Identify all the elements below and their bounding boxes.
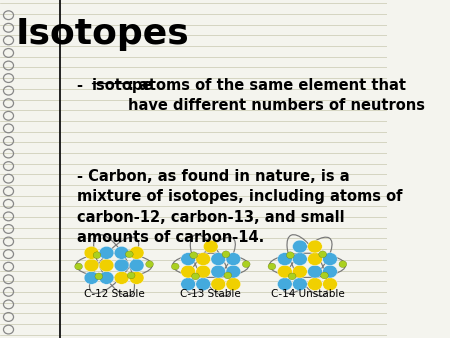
Circle shape xyxy=(278,278,292,291)
Circle shape xyxy=(203,240,218,253)
Circle shape xyxy=(278,252,292,265)
Text: Isotopes: Isotopes xyxy=(15,17,189,51)
Text: isotope: isotope xyxy=(92,78,153,93)
Circle shape xyxy=(196,252,211,265)
Circle shape xyxy=(278,265,292,278)
Circle shape xyxy=(319,251,327,258)
Circle shape xyxy=(323,252,338,265)
Circle shape xyxy=(129,246,144,259)
Circle shape xyxy=(84,259,99,272)
Circle shape xyxy=(211,265,225,278)
Circle shape xyxy=(308,240,322,253)
Circle shape xyxy=(181,278,195,291)
Circle shape xyxy=(84,246,99,259)
Circle shape xyxy=(211,278,225,291)
Circle shape xyxy=(292,252,307,265)
Circle shape xyxy=(339,261,347,268)
Text: - Carbon, as found in nature, is a
mixture of isotopes, including atoms of
carbo: - Carbon, as found in nature, is a mixtu… xyxy=(77,169,403,245)
Circle shape xyxy=(287,252,294,259)
Circle shape xyxy=(292,265,307,278)
Circle shape xyxy=(192,273,199,280)
Circle shape xyxy=(99,246,114,259)
Text: C-12 Stable: C-12 Stable xyxy=(84,289,144,299)
Text: -: - xyxy=(77,78,89,93)
Circle shape xyxy=(292,240,307,253)
Circle shape xyxy=(190,252,198,259)
Circle shape xyxy=(196,265,211,278)
Circle shape xyxy=(126,251,133,258)
Circle shape xyxy=(114,259,129,272)
Circle shape xyxy=(99,271,114,284)
Text: : atoms of the same element that
have different numbers of neutrons: : atoms of the same element that have di… xyxy=(128,78,425,113)
Circle shape xyxy=(226,265,241,278)
Circle shape xyxy=(308,252,322,265)
Circle shape xyxy=(226,278,241,291)
Circle shape xyxy=(288,273,296,280)
Circle shape xyxy=(171,263,179,270)
Circle shape xyxy=(114,246,129,259)
Text: C-13 Stable: C-13 Stable xyxy=(180,289,241,299)
Circle shape xyxy=(222,251,230,258)
Circle shape xyxy=(323,265,338,278)
Circle shape xyxy=(84,271,99,284)
Circle shape xyxy=(211,252,225,265)
Circle shape xyxy=(93,252,101,259)
Circle shape xyxy=(75,263,82,270)
Circle shape xyxy=(268,263,276,270)
Circle shape xyxy=(114,271,129,284)
Circle shape xyxy=(129,271,144,284)
Circle shape xyxy=(308,278,322,291)
Circle shape xyxy=(99,259,114,272)
Circle shape xyxy=(224,272,232,279)
Circle shape xyxy=(181,252,195,265)
Circle shape xyxy=(196,278,211,291)
Circle shape xyxy=(95,273,103,280)
Circle shape xyxy=(308,265,322,278)
Circle shape xyxy=(323,278,338,291)
Text: C-14 Unstable: C-14 Unstable xyxy=(270,289,344,299)
Circle shape xyxy=(226,252,241,265)
Circle shape xyxy=(127,272,135,279)
Circle shape xyxy=(320,272,328,279)
Circle shape xyxy=(129,259,144,272)
Circle shape xyxy=(243,261,250,268)
Circle shape xyxy=(292,278,307,291)
Circle shape xyxy=(181,265,195,278)
Circle shape xyxy=(146,261,153,268)
